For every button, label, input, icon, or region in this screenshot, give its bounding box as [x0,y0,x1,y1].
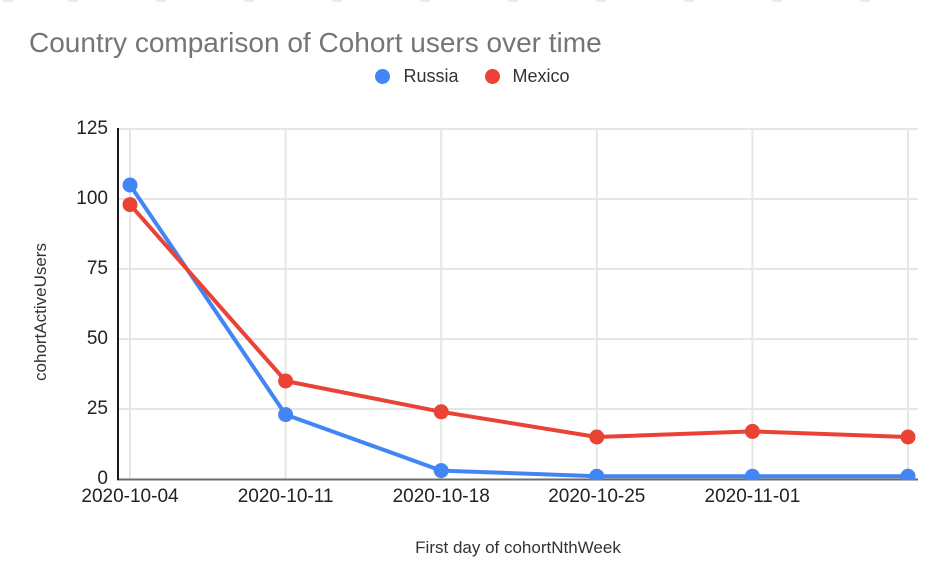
x-tick-label: 2020-10-18 [392,486,490,507]
chart-legend: Russia Mexico [0,66,945,87]
russia-data-point [900,468,916,480]
russia-data-point [122,177,138,193]
chart-title: Country comparison of Cohort users over … [29,27,602,58]
y-tick-label: 50 [86,328,108,349]
x-tick-label: 2020-10-11 [237,486,334,507]
y-tick-label: 0 [97,468,108,489]
russia-data-point [278,407,294,423]
russia-data-point [433,463,449,479]
russia-data-point [744,468,760,480]
russia-series [122,177,916,480]
x-axis-title: First day of cohortNthWeek [415,538,621,557]
mexico-data-point [744,423,760,439]
legend-color-dot [484,69,500,84]
legend-item-russia: Russia [375,66,459,87]
mexico-data-point [122,197,138,213]
y-tick-label: 125 [76,118,108,139]
mexico-series [122,197,916,445]
y-tick-label: 25 [86,398,108,419]
russia-line [128,183,910,479]
legend-color-dot [375,69,391,84]
mexico-data-point [278,373,294,389]
x-tick-label: 2020-10-04 [81,486,179,507]
russia-data-point [589,468,605,480]
mexico-data-point [900,429,916,445]
x-tick-label: 2020-11-01 [704,486,801,507]
cropped-row-artifact [0,0,945,2]
legend-label: Russia [403,66,459,86]
x-tick-label: 2020-10-25 [548,486,646,507]
mexico-line [128,202,910,439]
y-tick-label: 75 [86,258,108,279]
legend-label: Mexico [512,66,570,86]
y-tick-label: 100 [76,188,108,209]
mexico-data-point [589,429,605,445]
legend-item-mexico: Mexico [484,66,570,87]
mexico-data-point [433,404,449,420]
